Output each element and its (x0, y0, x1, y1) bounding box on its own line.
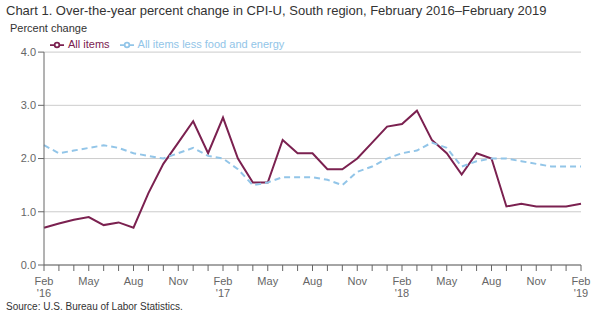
html-text:Chart 1. Over-the-year percent: Chart 1. Over-the-year percent change in… (6, 3, 547, 18)
html-text:All items less food and energy: All items less food and energy (137, 38, 285, 50)
svg-text:Nov: Nov (526, 275, 546, 287)
svg-text:Nov: Nov (168, 275, 188, 287)
svg-text:May: May (78, 275, 99, 287)
svg-text:3.0: 3.0 (21, 99, 36, 111)
svg-text:2.0: 2.0 (21, 152, 36, 164)
svg-text:0.0: 0.0 (21, 259, 36, 271)
svg-text:1.0: 1.0 (21, 206, 36, 218)
svg-text:Feb'16: Feb'16 (35, 275, 54, 299)
svg-text:May: May (257, 275, 278, 287)
svg-text:Feb'19: Feb'19 (572, 275, 589, 299)
html-text:Source: U.S. Bureau of Labor S: Source: U.S. Bureau of Labor Statistics. (6, 301, 183, 312)
svg-text:Aug: Aug (303, 275, 323, 287)
svg-text:Feb'18: Feb'18 (393, 275, 412, 299)
html-text:All items: All items (68, 38, 110, 50)
svg-text:4.0: 4.0 (21, 46, 36, 58)
svg-text:Nov: Nov (347, 275, 367, 287)
svg-text:Aug: Aug (124, 275, 144, 287)
html-text:Percent change: Percent change (10, 22, 88, 34)
svg-text:May: May (436, 275, 457, 287)
svg-text:Aug: Aug (482, 275, 502, 287)
svg-text:Feb'17: Feb'17 (214, 275, 233, 299)
